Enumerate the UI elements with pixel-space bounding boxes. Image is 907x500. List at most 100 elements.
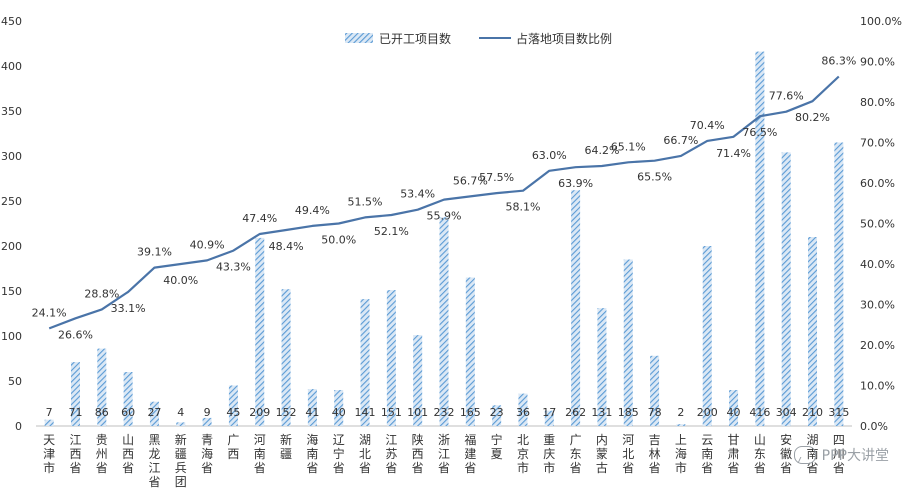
line-data-label: 57.5%	[479, 171, 514, 184]
x-tick-char: 云	[701, 433, 713, 447]
x-tick-char: 林	[649, 447, 661, 461]
x-tick-label: 北京市	[517, 433, 529, 475]
x-tick-char: 疆	[175, 447, 187, 461]
bar	[676, 424, 686, 426]
y-right-tick-label: 70.0%	[860, 137, 895, 150]
x-tick-char: 宁	[333, 446, 345, 461]
x-tick-char: 省	[69, 461, 81, 475]
x-tick-char: 省	[649, 461, 661, 475]
y-left-tick-label: 200	[1, 240, 22, 253]
bar-data-label: 151	[381, 406, 402, 419]
bar-data-label: 9	[204, 406, 211, 419]
x-tick-char: 湖	[807, 432, 819, 447]
x-tick-char: 东	[754, 447, 766, 461]
line-data-label: 53.4%	[400, 188, 435, 201]
x-tick-label: 广东省	[570, 433, 582, 475]
x-tick-char: 内	[596, 433, 608, 447]
x-tick-char: 贵	[96, 433, 108, 447]
y-right-tick-label: 60.0%	[860, 177, 895, 190]
x-tick-char: 省	[201, 461, 213, 475]
bar-data-label: 416	[749, 406, 770, 419]
bar-data-label: 262	[565, 406, 586, 419]
x-tick-char: 省	[254, 461, 266, 475]
x-tick-char: 海	[306, 432, 318, 447]
bar-data-label: 4	[177, 406, 184, 419]
x-tick-char: 古	[596, 460, 608, 475]
line-data-label: 58.1%	[505, 201, 540, 214]
x-tick-char: 津	[43, 447, 55, 461]
bar-data-label: 200	[697, 406, 718, 419]
x-tick-char: 新	[280, 432, 292, 447]
y-right-tick-label: 20.0%	[860, 339, 895, 352]
x-tick-char: 河	[622, 433, 634, 447]
x-tick-char: 新	[175, 432, 187, 447]
y-left-tick-label: 350	[1, 105, 22, 118]
x-tick-label: 重庆市	[543, 433, 555, 475]
bar	[623, 259, 633, 426]
x-tick-char: 市	[517, 460, 529, 475]
x-tick-char: 肃	[728, 447, 740, 461]
line-data-label: 80.2%	[795, 111, 830, 124]
x-tick-char: 陕	[412, 432, 424, 447]
x-tick-char: 广	[227, 433, 239, 447]
x-tick-char: 州	[96, 447, 108, 461]
x-tick-label: 云南省	[701, 433, 713, 475]
x-tick-char: 南	[306, 446, 318, 461]
x-tick-char: 西	[122, 447, 134, 461]
y-right-tick-label: 40.0%	[860, 258, 895, 271]
x-tick-char: 省	[780, 461, 792, 475]
x-tick-char: 吉	[649, 433, 661, 447]
bar-data-label: 41	[305, 406, 319, 419]
bar	[544, 410, 554, 426]
x-tick-char: 疆	[280, 447, 292, 461]
bar	[465, 277, 475, 426]
x-tick-char: 建	[464, 447, 476, 461]
bar-data-label: 40	[727, 406, 741, 419]
x-tick-char: 市	[675, 460, 687, 475]
x-tick-char: 徽	[780, 446, 792, 461]
x-tick-label: 河北省	[622, 433, 634, 475]
x-tick-label: 河南省	[254, 433, 266, 475]
x-tick-char: 宁	[491, 432, 503, 447]
bar-data-label: 304	[776, 406, 797, 419]
bar	[492, 405, 502, 426]
x-tick-char: 东	[570, 447, 582, 461]
legend-line-label: 占落地项目数比例	[516, 31, 612, 46]
x-tick-char: 省	[359, 461, 371, 475]
x-tick-label: 陕西省	[412, 432, 424, 475]
x-tick-char: 南	[701, 446, 713, 461]
x-tick-char: 省	[385, 461, 397, 475]
line-data-label: 33.1%	[111, 302, 146, 315]
bar-data-label: 2	[677, 406, 684, 419]
bar	[518, 393, 528, 426]
legend-bar-swatch	[345, 33, 373, 43]
bar	[729, 390, 739, 426]
line-data-label: 50.0%	[321, 234, 356, 247]
x-tick-label: 江西省	[69, 433, 81, 475]
bar-data-label: 71	[68, 406, 82, 419]
x-tick-char: 省	[306, 461, 318, 475]
chat-bubble-icon	[793, 446, 816, 464]
x-tick-char: 市	[43, 460, 55, 475]
line-data-label: 66.7%	[663, 134, 698, 147]
bar	[202, 417, 212, 426]
line-data-label: 63.0%	[532, 149, 567, 162]
bar-data-label: 17	[542, 406, 556, 419]
x-tick-char: 江	[69, 433, 81, 447]
x-tick-char: 省	[701, 461, 713, 475]
y-left-tick-label: 100	[1, 330, 22, 343]
x-tick-label: 上海市	[675, 433, 687, 475]
x-tick-char: 北	[622, 447, 634, 461]
bar-data-label: 7	[46, 406, 53, 419]
x-tick-char: 广	[570, 433, 582, 447]
x-tick-label: 山西省	[122, 433, 134, 475]
x-tick-char: 青	[201, 433, 213, 447]
bar	[281, 289, 291, 426]
x-tick-label: 吉林省	[649, 433, 661, 475]
x-tick-char: 山	[122, 433, 134, 447]
x-tick-char: 京	[517, 447, 529, 461]
bar-data-label: 232	[434, 406, 455, 419]
x-tick-char: 省	[122, 461, 134, 475]
